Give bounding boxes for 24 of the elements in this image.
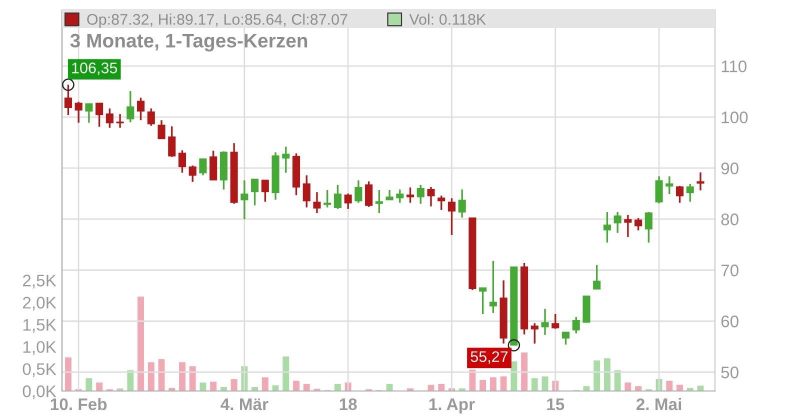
x-tick-label: 10. Feb [50,398,107,410]
y2-tick-label: 0,5K [22,363,56,378]
y2-tick-label: 1,0K [23,341,56,355]
y-tick-label: 50 [721,366,738,378]
y-tick-label: 100 [722,112,748,124]
y2-tick-label: 2,0K [23,296,56,311]
y-tick-label: 110 [722,60,746,72]
y-tick-label: 90 [721,162,738,174]
text: 3 Monate, 1-Tages-Kerzen [70,34,308,52]
x-tick-label: 2. Mai [636,398,682,410]
y-tick-label: 70 [721,264,738,276]
x-tick-label: 18 [340,398,357,410]
legend-label: Vol: 0.118K [409,14,486,25]
x-tick-label: 15 [547,398,564,410]
y2-tick-label: 2,5K [23,274,56,288]
legend-label: Op:87.32, Hi:89.17, Lo:85.64, Cl:87.07 [87,14,348,28]
y2-tick-label: 0,0K [22,385,56,400]
x-tick-label: 4. Mär [220,398,268,410]
x-tick-label: 1. Apr [429,398,475,414]
y-tick-label: 60 [721,316,738,328]
y2-tick-label: 1,5K [23,319,56,333]
annotation: 106,35 [72,62,118,76]
y-tick-label: 80 [721,214,738,226]
annotation: 55,27 [470,351,508,364]
